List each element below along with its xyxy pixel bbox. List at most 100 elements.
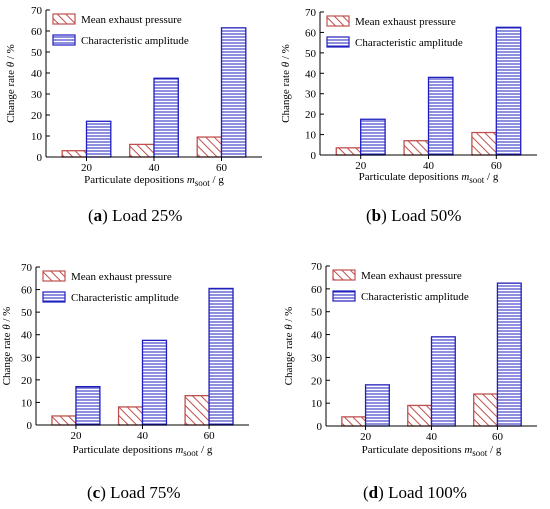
bar-characteristic-amplitude-60 (220, 27, 247, 158)
bar-characteristic-amplitude-60 (496, 282, 522, 427)
legend-swatch-mean-exhaust-pressure (332, 269, 356, 281)
y-tick-label-10: 10 (31, 131, 43, 143)
bar-characteristic-amplitude-40 (427, 76, 454, 156)
y-tick-label-50: 50 (21, 307, 33, 319)
x-tick-label-20: 20 (360, 431, 372, 443)
y-tick-label-70: 70 (311, 261, 323, 273)
x-tick-label-60: 60 (204, 430, 216, 442)
legend-label-mean-exhaust-pressure: Mean exhaust pressure (361, 270, 462, 282)
y-tick-label-40: 40 (31, 68, 43, 80)
y-tick-label-10: 10 (305, 130, 317, 142)
bar-mean-exhaust-pressure-20 (335, 147, 362, 156)
y-tick-label-10: 10 (21, 397, 33, 409)
y-tick-label-20: 20 (31, 110, 43, 122)
y-tick-label-10: 10 (311, 398, 323, 410)
bar-characteristic-amplitude-40 (141, 339, 168, 426)
x-tick-label-40: 40 (137, 430, 149, 442)
chart-a: 20 40 60 0 10 20 30 40 50 60 70 Mean exhaust pressu… (5, 5, 262, 188)
x-axis-label: Particulate depositions msoot / g (362, 444, 502, 458)
y-axis-label: Change rate θ / % (283, 307, 295, 386)
chart-c: 20 40 60 0 10 20 30 40 50 60 70 Mean exhaust pressu… (1, 262, 249, 458)
y-tick-label-60: 60 (305, 27, 317, 39)
chart-panel-a: 20 40 60 0 10 20 30 40 50 60 70 Mean exhaust pressu… (0, 0, 275, 255)
legend-label-characteristic-amplitude: Characteristic amplitude (71, 292, 179, 304)
y-tick-label-60: 60 (21, 285, 33, 297)
caption-letter: d (368, 483, 379, 502)
y-tick-label-60: 60 (31, 26, 43, 38)
caption-text: Load 75% (110, 483, 181, 502)
bar-mean-exhaust-pressure-60 (471, 131, 497, 156)
chart-panel-d: 20 40 60 0 10 20 30 40 50 60 70 Mean exhaust pressu… (275, 255, 550, 509)
bar-characteristic-amplitude-40 (153, 77, 179, 158)
x-tick-label-60: 60 (216, 162, 228, 174)
caption-text: Load 25% (112, 206, 183, 225)
y-axis-label: Change rate θ / % (5, 44, 17, 123)
x-axis-label: Particulate depositions msoot / g (73, 444, 213, 458)
y-tick-label-30: 30 (311, 352, 323, 364)
caption-a: (a) Load 25% (88, 206, 183, 225)
y-tick-label-30: 30 (305, 89, 317, 101)
bar-mean-exhaust-pressure-40 (407, 404, 433, 427)
y-tick-label-0: 0 (37, 152, 43, 164)
bar-characteristic-amplitude-20 (360, 118, 386, 156)
bar-characteristic-amplitude-20 (75, 385, 101, 426)
y-tick-label-40: 40 (311, 330, 323, 342)
legend-swatch-mean-exhaust-pressure (52, 13, 76, 25)
legend-label-mean-exhaust-pressure: Mean exhaust pressure (355, 16, 456, 28)
legend-swatch-mean-exhaust-pressure (42, 270, 66, 282)
x-tick-label-20: 20 (355, 160, 367, 172)
bar-mean-exhaust-pressure-60 (473, 393, 499, 427)
caption-c: (c) Load 75% (87, 483, 181, 502)
y-tick-label-50: 50 (311, 307, 323, 319)
x-tick-label-40: 40 (423, 160, 435, 172)
legend-swatch-characteristic-amplitude (52, 34, 76, 46)
x-axis-label: Particulate depositions msoot / g (84, 174, 224, 188)
y-tick-label-70: 70 (21, 262, 33, 274)
bar-mean-exhaust-pressure-60 (184, 395, 210, 426)
x-tick-label-40: 40 (149, 162, 161, 174)
legend-swatch-characteristic-amplitude (332, 290, 356, 302)
y-tick-label-20: 20 (21, 375, 33, 387)
x-tick-label-60: 60 (492, 431, 504, 443)
bar-mean-exhaust-pressure-20 (341, 416, 367, 427)
y-tick-label-20: 20 (305, 109, 317, 121)
y-tick-label-0: 0 (317, 421, 323, 433)
legend-label-characteristic-amplitude: Characteristic amplitude (81, 35, 189, 47)
bar-characteristic-amplitude-40 (430, 336, 456, 427)
y-axis-label: Change rate θ / % (1, 307, 13, 386)
y-tick-label-50: 50 (305, 48, 317, 60)
bar-mean-exhaust-pressure-20 (51, 415, 77, 426)
legend-swatch-characteristic-amplitude (42, 291, 66, 303)
legend-label-characteristic-amplitude: Characteristic amplitude (355, 37, 463, 49)
caption-letter: a (93, 206, 103, 225)
caption-letter: c (92, 483, 101, 502)
legend-label-mean-exhaust-pressure: Mean exhaust pressure (71, 271, 172, 283)
caption-letter: b (371, 206, 382, 225)
y-tick-label-30: 30 (21, 352, 33, 364)
x-tick-label-40: 40 (426, 431, 438, 443)
y-tick-label-30: 30 (31, 89, 43, 101)
y-tick-label-50: 50 (31, 47, 43, 59)
y-tick-label-40: 40 (21, 330, 33, 342)
x-tick-label-60: 60 (491, 160, 503, 172)
y-tick-label-60: 60 (311, 284, 323, 296)
legend-swatch-characteristic-amplitude (326, 36, 350, 48)
bar-mean-exhaust-pressure-40 (117, 406, 144, 426)
x-tick-label-20: 20 (70, 430, 82, 442)
caption-text: Load 50% (391, 206, 462, 225)
chart-b: 20 40 60 0 10 20 30 40 50 60 70 Mean exhaust pressu… (280, 7, 537, 185)
bar-characteristic-amplitude-60 (495, 26, 522, 156)
y-tick-label-0: 0 (311, 150, 317, 162)
bar-characteristic-amplitude-20 (364, 384, 390, 427)
bar-mean-exhaust-pressure-40 (129, 143, 155, 158)
x-tick-label-20: 20 (81, 162, 93, 174)
y-tick-label-40: 40 (305, 68, 317, 80)
y-tick-label-70: 70 (31, 5, 43, 17)
y-tick-label-20: 20 (311, 375, 323, 387)
caption-d: (d) Load 100% (363, 483, 467, 502)
legend-label-characteristic-amplitude: Characteristic amplitude (361, 291, 469, 303)
bar-mean-exhaust-pressure-40 (403, 140, 430, 156)
y-tick-label-70: 70 (305, 7, 317, 19)
bar-characteristic-amplitude-60 (208, 287, 234, 426)
legend-label-mean-exhaust-pressure: Mean exhaust pressure (81, 14, 182, 26)
